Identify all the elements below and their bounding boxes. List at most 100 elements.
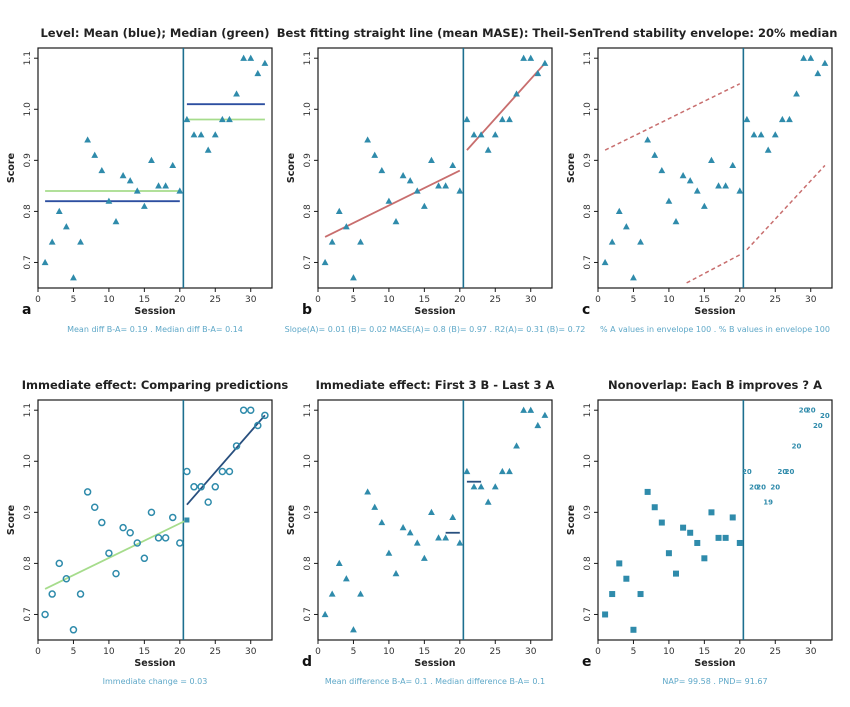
x-tick-label: 5 (351, 647, 357, 657)
data-point (757, 131, 765, 138)
rank-label: 20 (756, 483, 766, 491)
y-tick-label: 0.7 (303, 607, 313, 621)
data-point (700, 202, 708, 209)
y-tick-label: 1.1 (583, 51, 593, 65)
data-point (98, 166, 106, 174)
chart-caption: Mean diff B-A= 0.19 . Median diff B-A= 0… (67, 325, 243, 334)
x-tick-label: 5 (71, 647, 77, 657)
data-point (534, 421, 542, 429)
plot-frame (597, 47, 833, 289)
x-axis-label: Session (414, 658, 455, 669)
data-point (48, 238, 56, 245)
chart-title: Nonoverlap: Each B improves ? A (608, 378, 822, 392)
data-point (715, 182, 722, 189)
data-point (254, 69, 262, 77)
data-point (350, 626, 357, 633)
x-tick-label: 25 (210, 647, 221, 657)
panel-letter: e (582, 654, 592, 670)
data-point (680, 524, 687, 531)
data-point (637, 238, 644, 245)
data-point (335, 559, 343, 567)
data-point (183, 115, 191, 123)
x-tick-label: 25 (770, 295, 781, 305)
data-point (814, 69, 822, 77)
envelope-line (604, 83, 741, 151)
chart-panel-5: Immediate effect: First 3 B - Last 3 A 0 5… (286, 378, 555, 686)
x-tick-label: 0 (315, 647, 321, 657)
x-tick-label: 0 (595, 295, 601, 305)
data-point (534, 69, 542, 77)
data-point (513, 90, 520, 97)
data-point (658, 166, 666, 174)
data-point (498, 115, 506, 123)
y-tick-label: 1.1 (303, 51, 313, 65)
chart-title: Immediate effect: Comparing predictions (22, 378, 289, 392)
data-point (133, 539, 142, 547)
x-tick-label: 20 (174, 295, 186, 305)
chart-title: Immediate effect: First 3 B - Last 3 A (316, 378, 555, 392)
data-point (764, 146, 772, 153)
pred-a (44, 519, 188, 590)
data-point (506, 115, 513, 123)
chart-title: Best fitting straight line (mean MASE): … (277, 26, 593, 40)
data-point (190, 131, 198, 138)
rank-label: 20 (813, 422, 823, 430)
data-point (413, 539, 421, 546)
x-tick-label: 30 (525, 647, 537, 657)
data-point (722, 182, 730, 189)
data-point (133, 187, 141, 194)
pred-b (186, 414, 266, 506)
data-point (342, 575, 350, 582)
data-point (442, 534, 450, 541)
data-point (176, 187, 184, 194)
data-point (254, 421, 262, 430)
x-tick-label: 20 (734, 295, 746, 305)
data-point (90, 503, 99, 511)
rank-label: 20 (820, 412, 830, 420)
x-tick-label: 0 (35, 295, 41, 305)
y-tick-label: 1.1 (23, 51, 33, 65)
data-point (729, 161, 737, 169)
plot-frame (317, 47, 553, 289)
data-point (371, 503, 379, 510)
y-tick-label: 0.9 (23, 153, 33, 168)
data-point (342, 223, 350, 230)
panel-letter: d (302, 654, 312, 670)
data-point (463, 467, 471, 475)
data-point (477, 483, 485, 490)
data-point (232, 442, 241, 450)
chart-caption: Slope(A)= 0.01 (B)= 0.02 MASE(A)= 0.8 (B… (285, 325, 586, 334)
x-axis-label: Session (134, 658, 175, 669)
data-point (637, 591, 644, 598)
x-tick-label: 30 (525, 295, 537, 305)
x-tick-label: 30 (245, 295, 257, 305)
rank-label: 20 (749, 483, 759, 491)
x-tick-label: 0 (35, 647, 41, 657)
x-tick-label: 15 (419, 295, 430, 305)
data-point (686, 177, 694, 184)
x-tick-label: 15 (139, 647, 150, 657)
y-axis-label: Score (566, 505, 577, 535)
data-point (520, 54, 528, 61)
rank-label: 20 (806, 407, 816, 415)
y-tick-label: 0.7 (23, 255, 33, 269)
data-point (55, 559, 64, 568)
data-point (77, 238, 84, 245)
plot-frame (317, 399, 553, 641)
data-point (715, 534, 722, 541)
data-point (357, 590, 364, 597)
y-tick-label: 0.8 (23, 556, 33, 571)
data-point (98, 518, 106, 527)
data-point (247, 54, 255, 61)
x-tick-label: 25 (490, 295, 501, 305)
data-point (665, 197, 673, 204)
panel-letter: b (302, 302, 312, 318)
data-point (413, 187, 421, 194)
y-tick-label: 0.8 (23, 204, 33, 219)
data-point (541, 411, 549, 418)
rank-label: 20 (770, 483, 780, 491)
data-point (226, 115, 233, 123)
data-point (406, 529, 414, 536)
data-point (506, 467, 513, 475)
chart-panel-1: Level: Mean (blue); Median (green) 0 5 10 15… (6, 26, 273, 334)
